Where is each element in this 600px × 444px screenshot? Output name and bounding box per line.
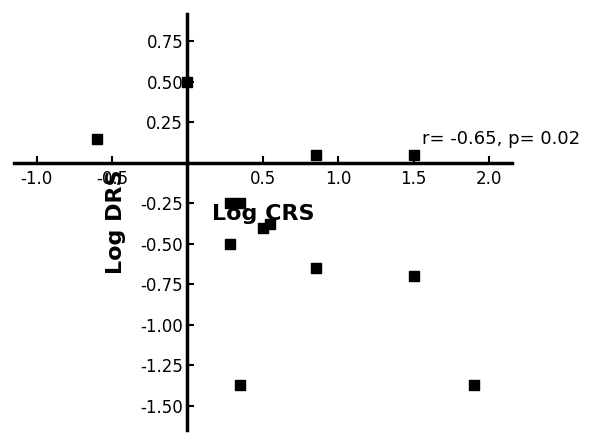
Point bbox=[182, 78, 192, 85]
Text: r= -0.65, p= 0.02: r= -0.65, p= 0.02 bbox=[422, 131, 580, 148]
Point bbox=[235, 200, 245, 207]
Point bbox=[258, 224, 268, 231]
Point bbox=[225, 200, 235, 207]
Point bbox=[311, 265, 320, 272]
Point bbox=[225, 240, 235, 247]
Point bbox=[469, 381, 479, 388]
X-axis label: Log CRS: Log CRS bbox=[212, 205, 314, 225]
Point bbox=[409, 273, 418, 280]
Point bbox=[92, 135, 101, 142]
Point bbox=[235, 381, 245, 388]
Point bbox=[409, 151, 418, 159]
Y-axis label: Log DRS: Log DRS bbox=[106, 170, 127, 274]
Point bbox=[311, 151, 320, 159]
Point bbox=[266, 221, 275, 228]
